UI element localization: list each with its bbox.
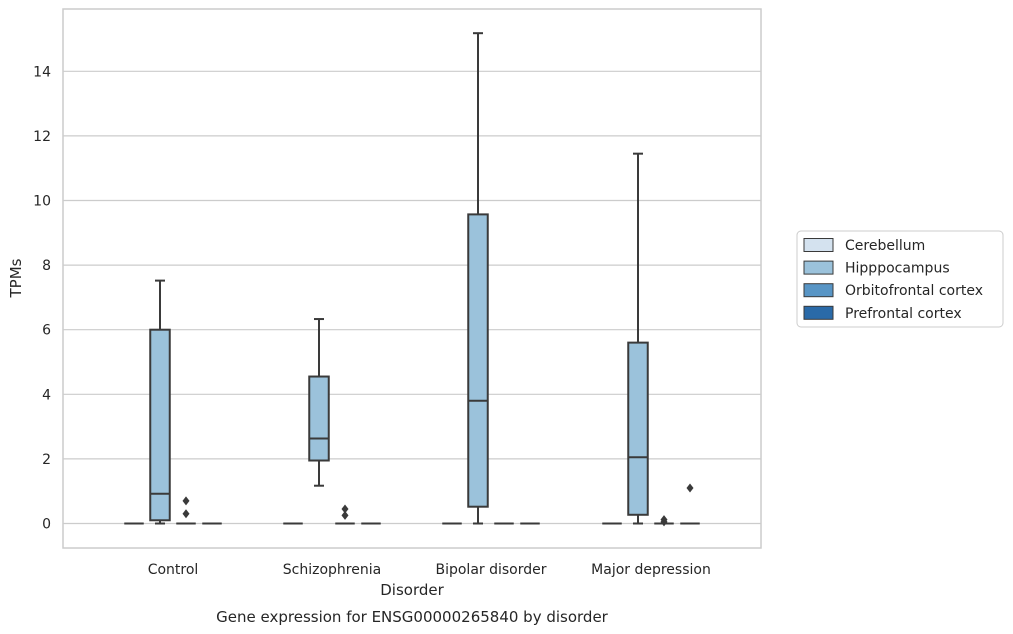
plot-area-frame [62,8,762,549]
box-element [308,318,330,487]
box-element [654,515,674,527]
y-axis-ticks: 0 2 4 6 8 10 12 14 [33,64,51,532]
outlier-point [341,504,349,514]
y-tick-label: 2 [42,452,51,468]
box-element [149,279,171,525]
box-body [467,213,489,508]
x-axis-label: Disorder [380,581,444,599]
outlier-point [341,510,349,520]
box-body [627,341,649,516]
legend-label: Hipppocampus [845,261,950,277]
outlier-point [686,483,694,493]
box-body [308,375,330,462]
box-element [335,504,355,525]
plot-boxes [124,32,700,527]
box-element [627,152,649,525]
legend-swatch [803,305,834,320]
legend-swatch [803,238,834,252]
box-element [467,32,489,525]
y-tick-label: 8 [42,258,51,274]
outlier-point [660,517,668,527]
y-axis-label: TPMs [7,258,25,298]
outlier-point [182,509,190,519]
y-tick-label: 14 [33,64,51,80]
box-element [176,496,196,525]
legend-label: Cerebellum [845,238,925,254]
box-element [680,483,700,525]
x-tick-label: Schizophrenia [283,562,381,578]
x-tick-label: Bipolar disorder [435,562,546,578]
y-tick-label: 10 [33,194,51,210]
legend-label: Prefrontal cortex [845,306,962,322]
x-tick-label: Control [148,562,199,578]
y-tick-label: 6 [42,323,51,339]
x-axis-ticks: Control Schizophrenia Bipolar disorder Majo… [148,562,711,578]
y-tick-label: 4 [42,387,51,403]
legend-label: Orbitofrontal cortex [845,283,983,299]
legend: Cerebellum Hipppocampus Orbitofrontal cort… [796,230,1004,328]
grid-lines [63,70,761,525]
legend-frame [796,230,1004,328]
legend-swatch [803,283,834,298]
figure-caption: Gene expression for ENSG00000265840 by d… [216,608,609,626]
y-tick-label: 12 [33,129,51,145]
x-tick-label: Major depression [591,562,711,578]
legend-swatch [803,260,834,275]
y-tick-label: 0 [42,517,51,533]
box-body [149,328,171,522]
outlier-point [182,496,190,506]
